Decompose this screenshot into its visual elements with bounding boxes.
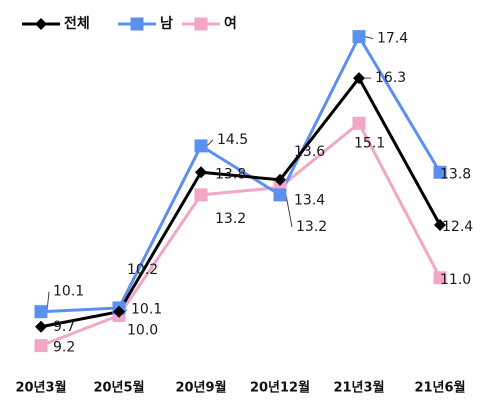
marker-전체-20년3월 <box>35 320 47 333</box>
data-label-남-20년12월: 13.2 <box>296 219 327 235</box>
series-line-여 <box>40 121 442 348</box>
marker-여-21년3월 <box>352 116 366 130</box>
x-axis-ticks: 20년3월 20년5월 20년9월 20년12월 21년3월 21년6월 <box>15 380 465 396</box>
data-label-여-20년3월: 9.2 <box>53 340 75 356</box>
marker-전체-20년9월 <box>195 166 207 179</box>
legend-label-전체: 전체 <box>64 15 90 32</box>
data-label-여-20년9월: 13.2 <box>215 211 246 227</box>
legend-marker-전체 <box>35 18 47 30</box>
x-tick-label: 20년5월 <box>93 380 144 396</box>
x-tick-label: 20년12월 <box>250 380 310 396</box>
data-label-여-20년5월: 10.0 <box>127 322 158 338</box>
data-labels: 9.7 10.1 13.8 13.6 16.3 12.4 10.1 10.2 14.5 13.2 1… <box>53 31 473 356</box>
data-label-전체-20년9월: 13.8 <box>215 166 246 182</box>
x-tick-label: 21년6월 <box>414 380 465 396</box>
data-label-여-20년12월: 13.4 <box>294 192 325 208</box>
marker-여-20년9월 <box>194 188 208 202</box>
marker-여-20년3월 <box>34 339 48 353</box>
marker-전체-21년6월 <box>434 219 446 232</box>
marker-남-20년9월 <box>194 139 208 153</box>
data-label-여-21년6월: 11.0 <box>440 272 471 288</box>
marker-남-21년6월 <box>433 165 447 179</box>
data-label-남-20년9월: 14.5 <box>217 132 248 148</box>
marker-전체-20년5월 <box>113 305 125 318</box>
series-line-전체 <box>40 76 442 329</box>
legend-label-여: 여 <box>224 15 237 32</box>
marker-전체-20년12월 <box>274 173 286 186</box>
series-markers <box>34 30 447 353</box>
marker-전체-21년3월 <box>353 72 365 85</box>
leader-남-21년3월 <box>364 36 374 40</box>
legend-label-남: 남 <box>160 15 173 32</box>
series-line-남 <box>40 35 442 314</box>
data-label-남-20년5월: 10.2 <box>127 262 158 278</box>
marker-남-20년3월 <box>34 305 48 319</box>
data-label-전체-21년6월: 12.4 <box>442 219 473 235</box>
series-lines <box>40 35 442 348</box>
data-label-남-20년3월: 10.1 <box>53 284 84 300</box>
legend-marker-남 <box>130 17 144 31</box>
marker-여-21년6월 <box>433 271 447 285</box>
data-label-전체-20년3월: 9.7 <box>53 319 75 335</box>
marker-남-20년12월 <box>273 188 287 202</box>
x-tick-label: 20년9월 <box>175 380 226 396</box>
data-label-전체-20년12월: 13.6 <box>294 144 325 160</box>
x-tick-label: 21년3월 <box>333 380 384 396</box>
data-label-전체-20년5월: 10.1 <box>131 302 162 318</box>
leader-남-20년12월 <box>285 194 293 227</box>
legend: 전체 남 여 <box>22 15 237 32</box>
data-label-남-21년6월: 13.8 <box>440 166 471 182</box>
legend-marker-여 <box>194 17 208 31</box>
data-label-남-21년3월: 17.4 <box>377 31 408 47</box>
data-label-여-21년3월: 15.1 <box>354 135 385 151</box>
leader-남-20년9월 <box>206 139 214 147</box>
marker-남-21년3월 <box>352 30 366 44</box>
x-tick-label: 20년3월 <box>15 380 66 396</box>
data-label-전체-21년3월: 16.3 <box>375 70 406 86</box>
